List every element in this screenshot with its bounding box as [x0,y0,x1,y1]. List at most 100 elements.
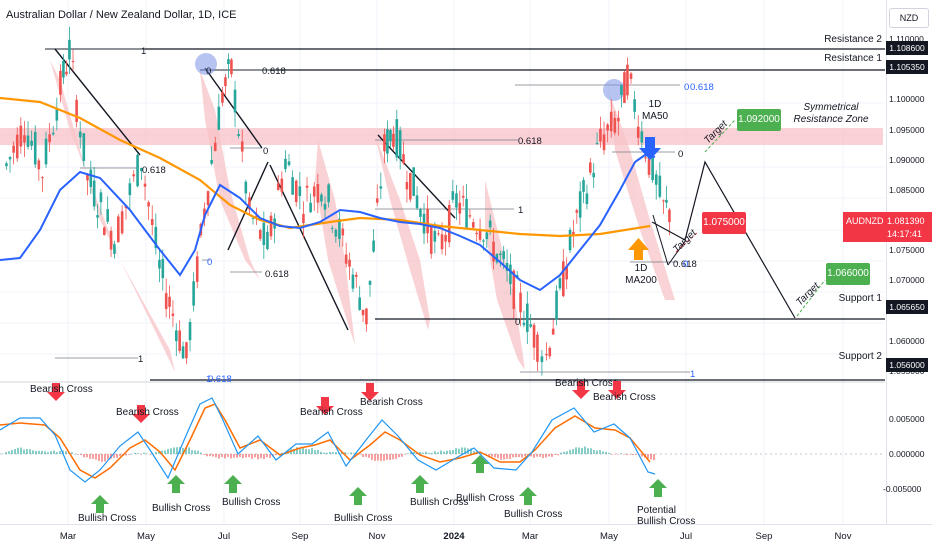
candle-body [251,217,255,219]
fib-label: 0.618 [142,165,166,176]
candle-body [188,322,192,341]
histogram-bar [365,454,367,457]
indicator-tick-label: 0.005000 [889,414,925,424]
candle-body [175,330,178,342]
histogram-bar [254,454,256,458]
bullish-arrow [224,475,242,493]
ma200-label-line-2: MA200 [625,275,657,286]
fib-label: 0.618 [208,374,232,385]
fib-label: 1 [206,374,212,385]
histogram-bar [509,454,511,460]
candle-body [224,77,227,87]
candle-body [658,175,662,197]
histogram-bar [293,448,295,454]
candle-body [33,131,37,165]
histogram-bar [545,454,547,458]
histogram-bar [440,450,442,454]
cross-label: Bullish Cross [334,513,392,524]
histogram-bar [617,454,619,455]
candle-body [120,211,124,234]
candle-body [298,186,302,196]
candle-body [365,308,368,325]
candle-body [578,191,582,218]
histogram-bar [593,449,595,454]
histogram-bar [206,454,208,457]
histogram-bar [314,450,316,454]
fib-label: 1 [518,205,524,216]
current-price-tag[interactable]: AUDNZD 1.081390 14:17:41 [843,212,932,242]
candle-body [23,135,26,143]
histogram-bar [209,454,211,457]
histogram-bar [500,454,502,460]
histogram-bar [101,454,103,462]
candle-body [258,229,262,239]
candle-body [548,347,552,357]
histogram-bar [239,454,241,457]
histogram-bar [8,451,10,454]
candle-body [633,99,636,112]
price-tick-label: 1.085000 [889,184,925,195]
cross-label: Bearish Cross [555,378,618,389]
candle-body [312,186,316,197]
histogram-bar [542,454,544,459]
candle-body [30,140,33,146]
histogram-bar [389,454,391,461]
candle-body [555,290,558,320]
histogram-bar [212,454,214,457]
candle-body [344,254,348,264]
zone-label: Symmetrical Resistance Zone [792,102,870,126]
bullish-arrow [411,475,429,493]
histogram-bar [146,453,148,455]
candle-body [558,278,562,289]
candle-body [629,73,633,79]
cross-label: Bullish Cross [504,509,562,520]
histogram-bar [449,450,451,454]
histogram-bar [11,450,13,454]
candle-body [595,142,599,144]
candle-body [89,169,93,187]
top-marker [603,79,625,101]
candle-body [636,126,640,138]
candle-body [86,174,89,181]
candle-body [440,234,444,250]
histogram-bar [74,453,76,455]
currency-badge[interactable]: NZD [889,8,929,28]
bearish-arrow [572,381,590,399]
histogram-bar [281,452,283,454]
histogram-bar [2,453,4,455]
histogram-bar [65,451,67,454]
time-label: 2024 [443,531,465,542]
candle-body [623,72,626,103]
current-price-value: 1.081390 [887,216,925,226]
histogram-bar [632,454,634,456]
fib-label: 0.618 [262,66,286,77]
histogram-bar [119,454,121,457]
histogram-bar [194,450,196,454]
candle-body [572,231,575,236]
histogram-bar [647,454,649,459]
candle-body [626,64,629,96]
candle-body [529,324,532,327]
candle-body [402,154,405,164]
candle-body [568,229,572,251]
candle-body [55,107,59,121]
candle-body [606,124,609,131]
cross-label: Bullish Cross [637,516,695,527]
ma50-label: 1D MA50 [640,99,670,123]
histogram-bar [551,454,553,457]
candle-body [565,266,568,280]
histogram-bar [197,450,199,454]
histogram-bar [479,451,481,454]
projection-path [651,160,796,319]
time-label: Sep [755,531,773,542]
histogram-bar [248,454,250,458]
time-label: Sep [291,531,309,542]
ma50-label-line-2: MA50 [641,111,669,122]
histogram-bar [578,447,580,454]
candle-body [116,216,120,243]
fib-label: 0 [206,66,212,77]
candle-body [192,281,195,306]
candle-body [488,220,492,228]
histogram-bar [155,451,157,454]
